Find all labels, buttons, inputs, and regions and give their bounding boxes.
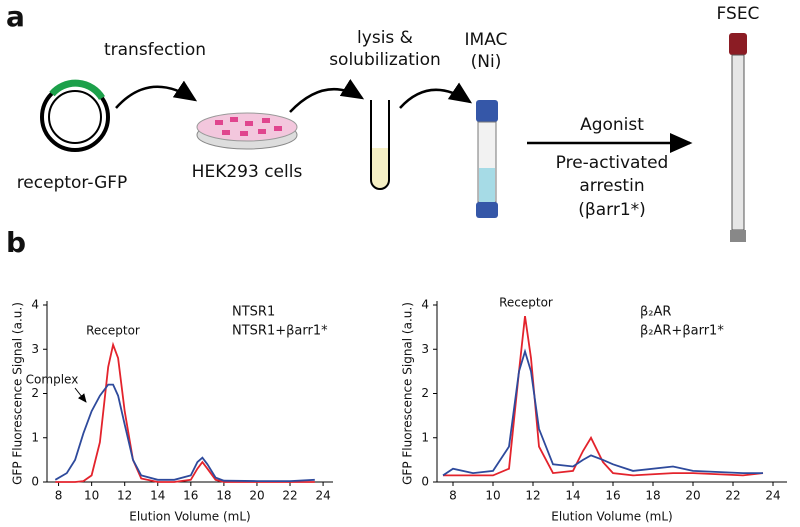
label: lysis &	[357, 28, 413, 48]
x-tick-label: 24	[315, 489, 330, 503]
legend-entry: β₂AR	[640, 305, 671, 320]
data-line	[55, 341, 315, 483]
x-tick-label: 10	[84, 489, 99, 503]
data-line	[442, 348, 763, 477]
legend-entry: NTSR1+βarr1*	[232, 324, 328, 339]
x-tick-label: 16	[183, 489, 198, 503]
x-axis-label: Elution Volume (mL)	[551, 510, 673, 524]
label: (Ni)	[471, 52, 502, 72]
x-tick-label: 20	[685, 489, 700, 503]
x-tick-label: 24	[765, 489, 780, 503]
y-tick-label: 0	[421, 475, 429, 489]
y-tick-label: 0	[31, 475, 39, 489]
x-tick-label: 14	[150, 489, 165, 503]
column-cap	[476, 100, 498, 122]
label: IMAC	[465, 30, 508, 50]
panel-label: a	[6, 0, 25, 33]
x-axis-label: Elution Volume (mL)	[129, 510, 251, 524]
label: Pre-activated	[556, 153, 669, 173]
label: HEK293 cells	[192, 162, 303, 182]
x-tick-label: 22	[725, 489, 740, 503]
x-tick-label: 8	[449, 489, 457, 503]
panel-label: b	[6, 226, 26, 259]
label: solubilization	[329, 50, 441, 70]
fsec-end	[730, 230, 746, 242]
label: (βarr1*)	[578, 200, 646, 220]
y-tick-label: 2	[421, 386, 429, 400]
label: receptor-GFP	[17, 173, 128, 193]
column-cap	[476, 202, 498, 218]
fsec-column	[731, 54, 745, 231]
arrow	[289, 78, 365, 113]
x-tick-label: 16	[605, 489, 620, 503]
tube	[370, 100, 390, 190]
y-tick-label: 1	[421, 430, 429, 444]
x-tick-label: 18	[216, 489, 231, 503]
x-tick-label: 20	[249, 489, 264, 503]
x-tick-label: 12	[117, 489, 132, 503]
y-tick-label: 4	[421, 298, 429, 312]
lysate	[371, 148, 389, 189]
x-tick-label: 14	[565, 489, 580, 503]
arrow	[399, 82, 473, 109]
fsec-cap	[729, 33, 747, 55]
data-line	[54, 383, 315, 482]
annotation: Complex	[26, 373, 79, 387]
annotation: Receptor	[499, 296, 553, 310]
label: transfection	[104, 40, 206, 60]
y-tick-label: 1	[31, 430, 39, 444]
x-tick-label: 12	[525, 489, 540, 503]
label: FSEC	[717, 4, 760, 24]
arrow	[115, 80, 198, 109]
x-tick-label: 22	[282, 489, 297, 503]
annotation-arrow	[74, 387, 87, 403]
cells	[215, 117, 282, 136]
annotation: Receptor	[86, 324, 140, 338]
y-axis-label: GFP Fluorescence Signal (a.u.)	[401, 302, 415, 485]
legend-entry: β₂AR+βarr1*	[640, 324, 724, 339]
plasmid-inner	[48, 90, 102, 144]
label: arrestin	[579, 176, 644, 196]
panel-a: a receptor-GFP transfection HEK293 cells…	[6, 0, 759, 259]
y-tick-label: 2	[31, 386, 39, 400]
y-tick-label: 3	[31, 342, 39, 356]
legend-entry: NTSR1	[232, 305, 275, 320]
x-tick-label: 10	[485, 489, 500, 503]
data-line	[443, 315, 764, 477]
label: Agonist	[580, 115, 644, 135]
y-axis-label: GFP Fluorescence Signal (a.u.)	[11, 302, 25, 485]
y-tick-label: 4	[31, 298, 39, 312]
x-tick-label: 18	[645, 489, 660, 503]
column-resin	[479, 168, 495, 202]
x-tick-label: 8	[55, 489, 63, 503]
y-tick-label: 3	[421, 342, 429, 356]
gfp-insert	[49, 79, 105, 100]
